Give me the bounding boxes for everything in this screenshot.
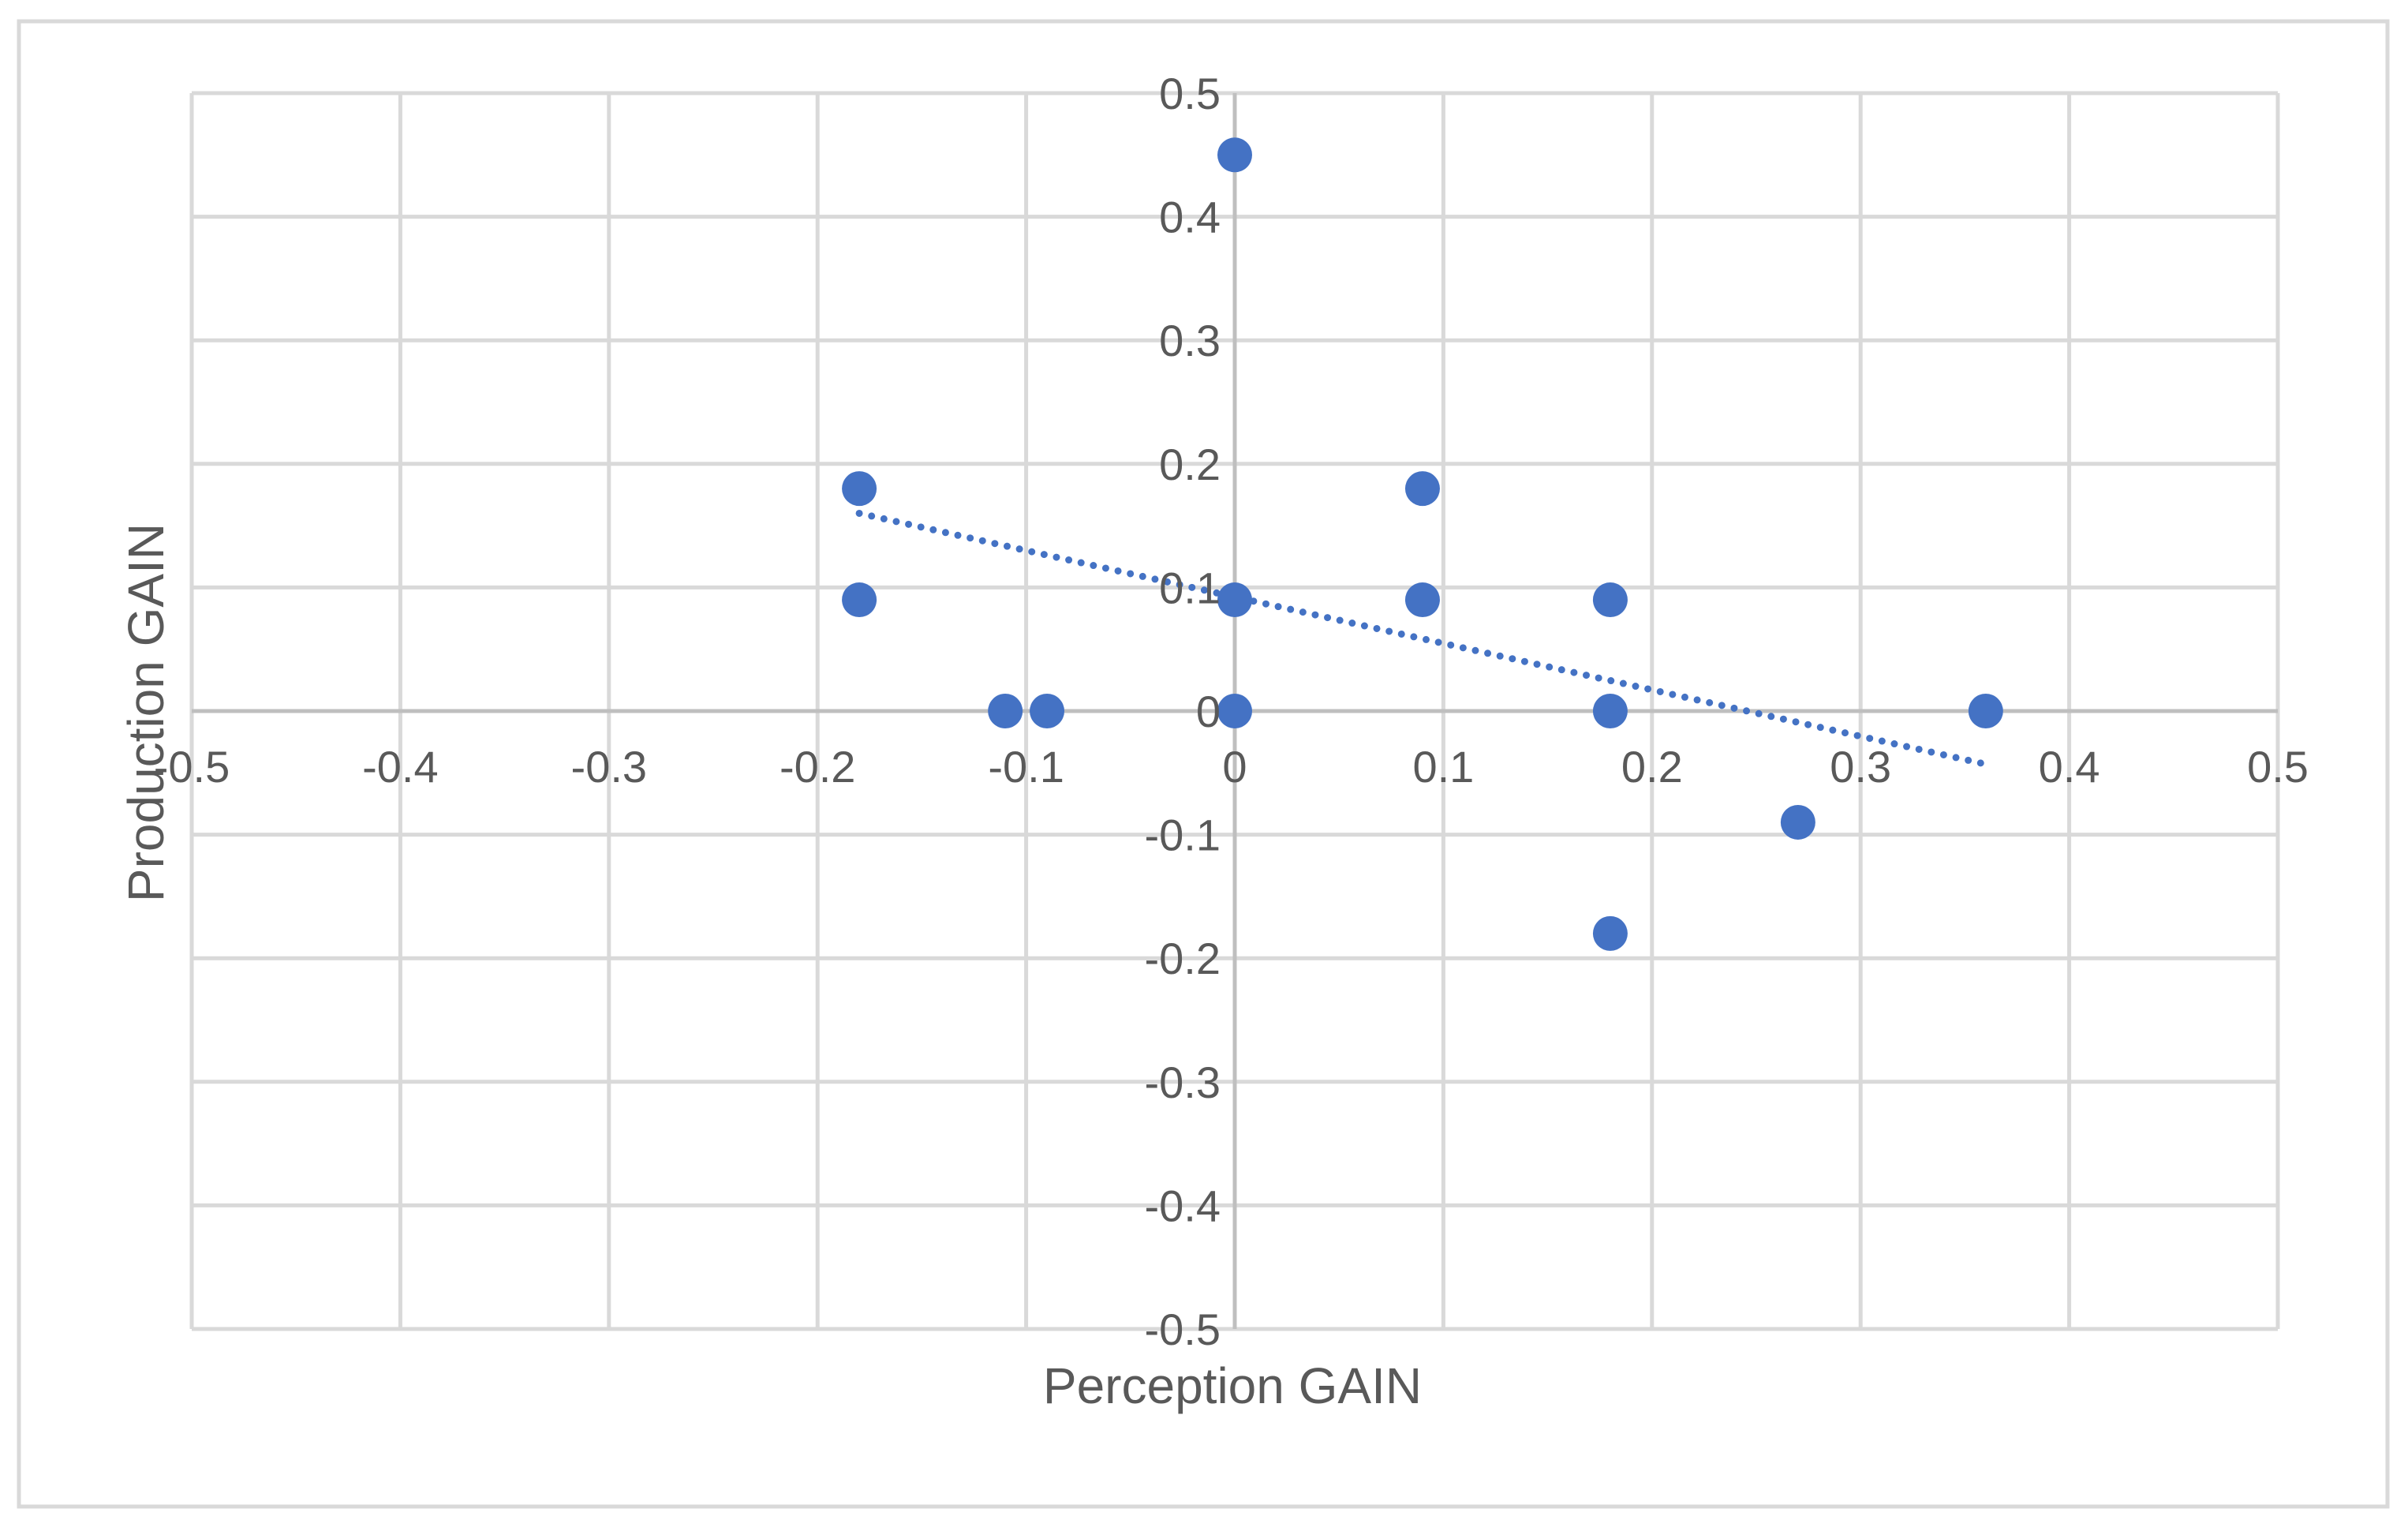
x-tick-label: -0.4 (362, 742, 439, 792)
data-point (1217, 582, 1252, 618)
y-tick-label: 0.4 (1159, 193, 1221, 242)
data-point (1404, 582, 1440, 618)
data-point (1217, 137, 1252, 173)
x-axis-title: Perception GAIN (1043, 1357, 1422, 1414)
y-tick-label: 0.3 (1159, 316, 1221, 365)
data-point (1592, 582, 1628, 618)
y-axis-title: Production GAIN (118, 523, 174, 902)
x-tick-label: -0.1 (988, 742, 1064, 792)
x-tick-label: 0.3 (1830, 742, 1891, 792)
chart-frame (17, 19, 2390, 1509)
tick-labels: -0.5 -0.4 -0.3 -0.2 -0.1 0 0.1 0.2 0.3 0.4 0.5-0.5… (154, 69, 2309, 1354)
data-point (1780, 804, 1815, 840)
data-points (842, 137, 2003, 951)
y-tick-label: -0.5 (1145, 1305, 1221, 1354)
data-point (988, 694, 1023, 728)
y-tick-label: -0.2 (1145, 934, 1221, 983)
data-point (1404, 471, 1440, 507)
x-tick-label: 0.5 (2247, 742, 2309, 792)
data-point (842, 471, 877, 507)
trendline (855, 509, 1990, 768)
y-tick-label: 0.1 (1159, 563, 1221, 612)
y-tick-label: -0.3 (1145, 1057, 1221, 1107)
data-point (1592, 694, 1628, 728)
data-point (1217, 694, 1252, 728)
x-tick-label: 0 (1222, 742, 1247, 792)
y-tick-label: 0.2 (1159, 440, 1221, 489)
y-tick-label: 0 (1196, 687, 1221, 736)
y-tick-label: 0.5 (1159, 69, 1221, 118)
x-tick-label: -0.3 (571, 742, 648, 792)
x-tick-label: 0.1 (1412, 742, 1474, 792)
data-point (1030, 694, 1065, 728)
y-tick-label: -0.4 (1145, 1181, 1221, 1230)
x-tick-label: -0.5 (154, 742, 230, 792)
data-point (1968, 694, 2003, 728)
y-tick-label: -0.1 (1145, 810, 1221, 860)
trendline-group (855, 509, 1990, 768)
x-tick-label: -0.2 (780, 742, 856, 792)
data-point (1592, 915, 1628, 951)
x-tick-label: 0.4 (2039, 742, 2100, 792)
data-point (842, 582, 877, 618)
x-tick-label: 0.2 (1621, 742, 1683, 792)
